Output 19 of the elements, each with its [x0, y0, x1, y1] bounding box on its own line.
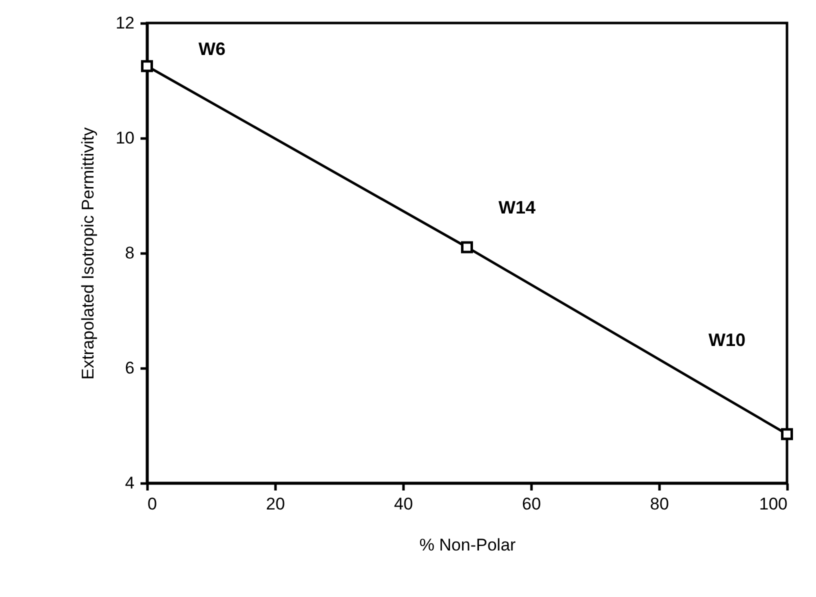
- point: [781, 428, 793, 440]
- y-tick-label: 4: [125, 474, 134, 492]
- x-axis-title: % Non-Polar: [419, 536, 516, 554]
- annotation: W14: [498, 197, 536, 218]
- y-tick-label: 6: [125, 358, 134, 378]
- annotation: W6: [198, 39, 226, 60]
- x-tick-label: 80: [650, 494, 669, 514]
- annotation: W10: [708, 330, 746, 350]
- x-tick-label: 20: [266, 494, 285, 514]
- x-tick-label: 100: [759, 494, 788, 514]
- x-tick-label: 60: [522, 494, 541, 514]
- y-tick-label: 10: [116, 128, 134, 148]
- y-tick-label: 12: [116, 14, 134, 32]
- x-tick-label: 40: [394, 494, 413, 514]
- point: [461, 241, 473, 254]
- x-tick-label: 0: [148, 494, 157, 514]
- point: [141, 60, 153, 72]
- y-axis-title: Extrapolated Isotropic Permittivity: [78, 126, 98, 380]
- y-tick-label: 8: [125, 244, 134, 262]
